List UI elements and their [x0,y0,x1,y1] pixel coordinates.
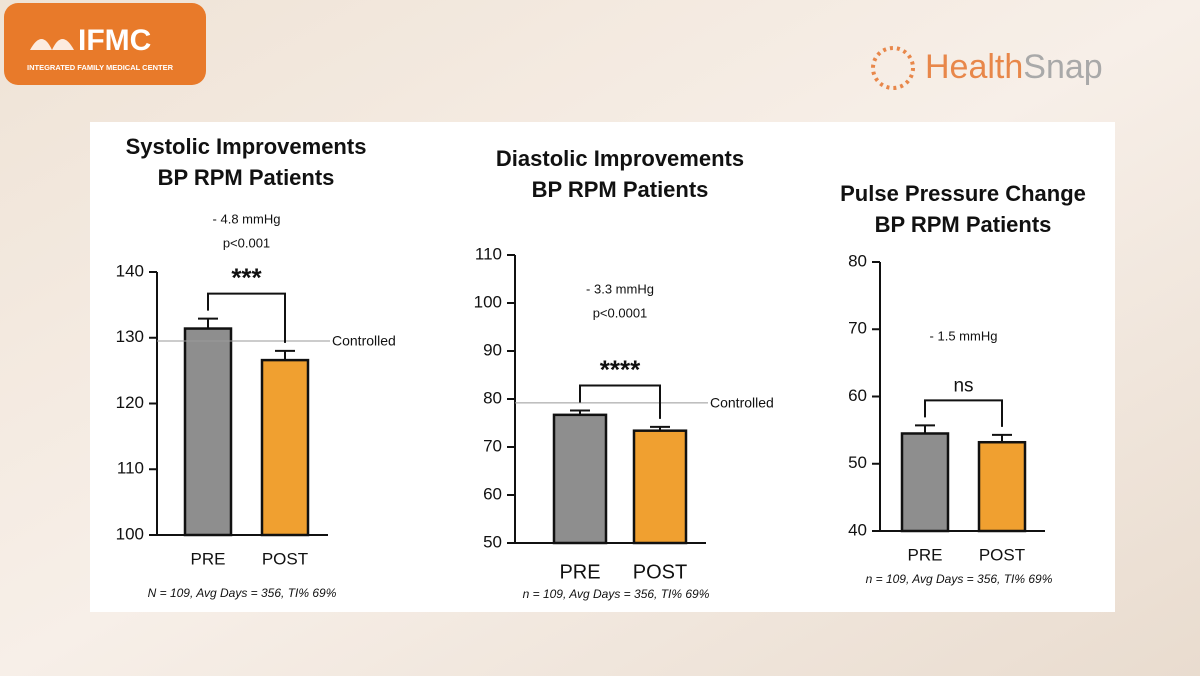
annotation: **** [600,354,641,384]
healthsnap-icon [871,46,915,90]
y-tick-label: 60 [848,386,867,405]
reference-label: Controlled [710,395,774,411]
bar [977,440,1027,533]
error-bar [650,425,670,431]
y-tick-label: 70 [483,436,502,455]
y-tick-label: 130 [116,327,144,346]
x-tick-label: PRE [908,545,943,564]
y-tick-label: 110 [117,459,144,478]
annotation: *** [231,263,262,293]
annotation: ns [953,375,973,396]
y-tick-label: 40 [848,520,867,539]
chart-title: BP RPM Patients [532,177,709,202]
footnote: N = 109, Avg Days = 356, TI% 69% [148,586,337,600]
error-bar [275,349,295,361]
y-tick-label: 100 [116,524,144,543]
chart-title: BP RPM Patients [158,165,335,190]
ifmc-logo [4,3,206,85]
y-tick-label: 120 [116,393,144,412]
reference-label: Controlled [332,333,396,349]
error-bar [992,433,1012,443]
bar [183,327,233,537]
annotation: - 1.5 mmHg [930,328,998,343]
annotation: p<0.0001 [593,305,648,320]
y-tick-label: 100 [474,292,502,311]
healthsnap-snap: Snap [1023,48,1102,86]
y-tick-label: 60 [483,484,502,503]
bar [260,358,310,537]
annotation: - 3.3 mmHg [586,281,654,296]
bar [900,432,950,533]
y-tick-label: 90 [483,340,502,359]
chart-title: Diastolic Improvements [496,146,744,171]
y-tick-label: 70 [848,319,867,338]
footnote: n = 109, Avg Days = 356, TI% 69% [523,587,710,601]
healthsnap-logo: HealthSnap [925,48,1103,86]
y-tick-label: 110 [475,244,502,263]
x-tick-label: PRE [559,561,600,583]
chart-title: BP RPM Patients [875,212,1052,237]
bar [632,429,688,545]
y-tick-label: 80 [483,388,502,407]
ifmc-name: IFMC [78,24,151,57]
chart-title: Systolic Improvements [126,134,367,159]
annotation: - 4.8 mmHg [213,211,281,226]
error-bar [198,317,218,329]
significance-bracket [924,399,1003,427]
error-bar [570,409,590,415]
bar [552,413,608,545]
x-tick-label: POST [262,549,308,568]
x-tick-label: POST [979,545,1025,564]
error-bar [915,424,935,434]
significance-bracket [579,384,661,419]
footnote: n = 109, Avg Days = 356, TI% 69% [866,572,1053,586]
chart-title: Pulse Pressure Change [840,181,1086,206]
y-tick-label: 50 [483,532,502,551]
annotation: p<0.001 [223,235,270,250]
x-tick-label: POST [633,561,687,583]
significance-bracket [207,292,286,343]
logo-icon [30,39,74,50]
ifmc-subtitle: INTEGRATED FAMILY MEDICAL CENTER [27,63,174,72]
x-tick-label: PRE [191,549,226,568]
y-tick-label: 80 [848,251,867,270]
y-tick-label: 140 [116,261,144,280]
healthsnap-health: Health [925,48,1023,86]
y-tick-label: 50 [848,453,867,472]
